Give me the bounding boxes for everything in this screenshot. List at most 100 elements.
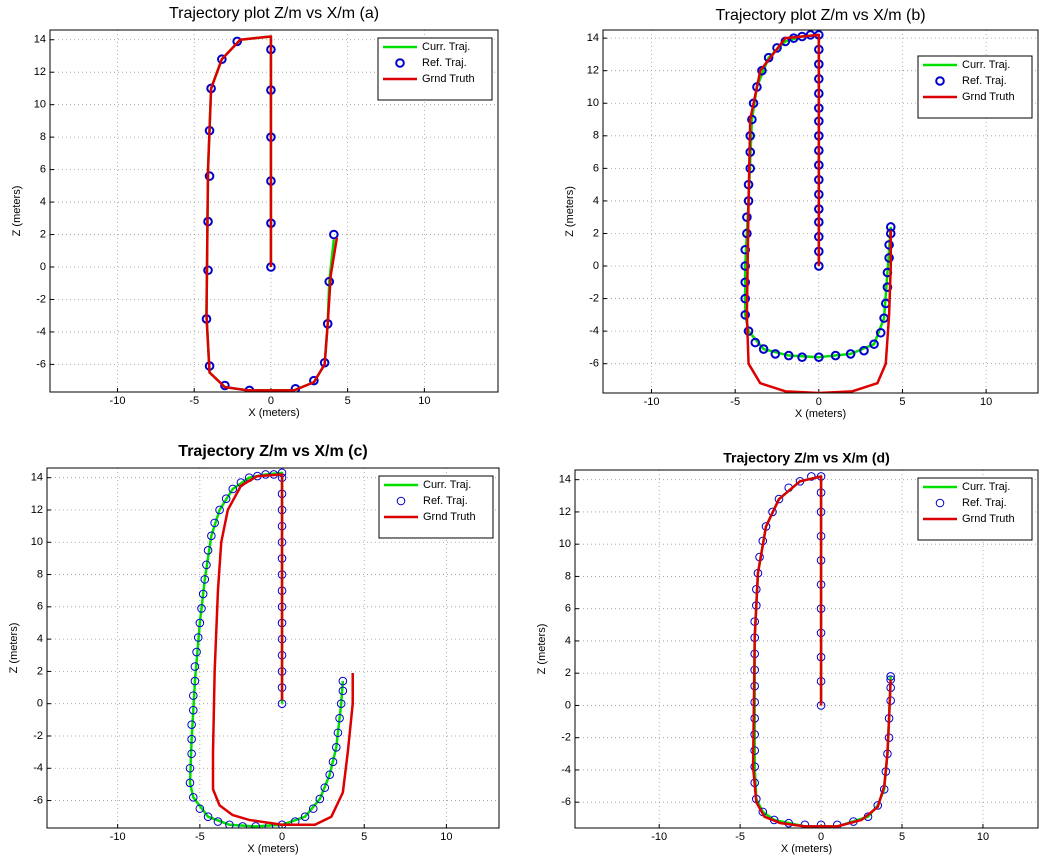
ref-point (750, 762, 759, 772)
y-tick-label: 4 (40, 196, 46, 208)
x-tick-label: 5 (899, 831, 905, 843)
y-tick-label: 14 (34, 34, 46, 46)
x-tick-label: 10 (977, 831, 989, 843)
x-tick-label: -5 (195, 831, 205, 843)
y-tick-label: -4 (561, 764, 571, 776)
legend-label: Grnd Truth (962, 91, 1015, 103)
ref-point (320, 783, 330, 792)
ref-point (750, 746, 759, 755)
ref-point (336, 699, 346, 708)
y-tick-label: -2 (33, 730, 43, 742)
x-tick-label: 5 (345, 395, 351, 407)
y-tick-label: 2 (593, 227, 599, 239)
ref-point (193, 633, 203, 642)
y-axis-label: Z (meters) (11, 186, 23, 237)
ref-point (215, 505, 224, 515)
y-tick-label: 8 (40, 131, 46, 143)
y-tick-label: 0 (565, 699, 571, 711)
y-tick-label: 6 (593, 162, 599, 174)
ref-point (188, 793, 198, 802)
ref-point (783, 350, 794, 361)
y-tick-label: 6 (565, 603, 571, 615)
y-tick-label: -6 (36, 358, 46, 370)
trajectory-line (745, 33, 893, 393)
y-tick-label: 10 (587, 97, 599, 109)
ref-point (740, 277, 751, 288)
y-tick-label: 10 (34, 99, 46, 111)
x-tick-label: 5 (361, 831, 367, 843)
legend: Curr. Traj. Ref. Traj. Grnd Truth (917, 477, 1033, 541)
y-axis-label: Z (meters) (8, 623, 20, 674)
subplot: -10 -5 0 5 10 -6 -4 -2 0 2 4 6 8 10 12 14 Trajectory Z/m… (536, 450, 1039, 855)
legend-label: Curr. Traj. (422, 41, 470, 53)
ref-point (797, 352, 807, 362)
ref-point (331, 742, 341, 752)
x-tick-label: 0 (279, 831, 285, 843)
legend-marker (935, 498, 945, 508)
y-tick-label: -6 (589, 358, 599, 370)
y-tick-label: 0 (37, 698, 43, 710)
plot-content (750, 472, 895, 828)
x-tick-label: 0 (816, 396, 822, 408)
y-tick-label: 12 (31, 504, 43, 516)
trajectory-line (751, 475, 892, 828)
x-axis-label: X (meters) (247, 843, 298, 855)
ref-point (830, 350, 841, 361)
ref-point (873, 801, 883, 810)
ref-point (228, 484, 238, 494)
ref-point (772, 43, 782, 53)
ref-point (335, 713, 344, 723)
ref-point (203, 812, 213, 821)
ref-point (884, 240, 894, 250)
y-tick-label: 12 (34, 66, 46, 78)
y-tick-label: 14 (587, 32, 599, 44)
y-tick-label: 10 (31, 536, 43, 548)
ref-point (198, 589, 208, 599)
ref-point (195, 618, 205, 628)
y-tick-label: 4 (593, 195, 599, 207)
ref-point (187, 749, 196, 759)
y-tick-label: 6 (37, 601, 43, 613)
ref-point (774, 494, 784, 504)
legend-marker (395, 58, 405, 68)
plot-frame (574, 469, 1039, 829)
ref-point (315, 794, 325, 804)
x-tick-label: -10 (651, 831, 667, 843)
ref-point (329, 229, 339, 240)
ref-point (869, 339, 879, 349)
y-tick-label: -4 (36, 326, 46, 338)
y-tick-label: 14 (31, 472, 43, 484)
y-axis-label: Z (meters) (564, 186, 576, 237)
ref-point (195, 804, 205, 813)
ref-point (190, 662, 200, 671)
ref-point (190, 676, 200, 686)
ref-point (187, 720, 196, 729)
y-tick-label: 8 (593, 130, 599, 142)
ref-point (204, 171, 215, 181)
ref-point (192, 647, 201, 657)
legend-label: Ref. Traj. (423, 495, 468, 507)
x-tick-label: -5 (730, 396, 740, 408)
legend-box (377, 37, 493, 101)
ref-point (740, 310, 751, 320)
legend-label: Curr. Traj. (962, 481, 1010, 493)
y-tick-label: 2 (40, 228, 46, 240)
ref-point (768, 507, 777, 517)
x-tick-label: -10 (644, 396, 660, 408)
ref-point (213, 817, 223, 826)
legend: Curr. Traj. Ref. Traj. Grnd Truth (378, 475, 494, 539)
ref-point (187, 734, 196, 744)
y-tick-label: -4 (33, 762, 43, 774)
ref-point (210, 518, 219, 528)
ref-point (333, 728, 343, 738)
y-tick-label: 0 (593, 260, 599, 272)
ref-point (188, 691, 198, 700)
y-tick-label: 4 (565, 635, 571, 647)
legend-label: Curr. Traj. (962, 59, 1010, 71)
ref-point (750, 337, 761, 348)
ref-point (185, 778, 195, 788)
ref-point (202, 560, 211, 570)
y-axis-label: Z (meters) (536, 624, 548, 675)
legend-label: Grnd Truth (422, 73, 475, 85)
y-tick-label: 14 (559, 474, 571, 486)
